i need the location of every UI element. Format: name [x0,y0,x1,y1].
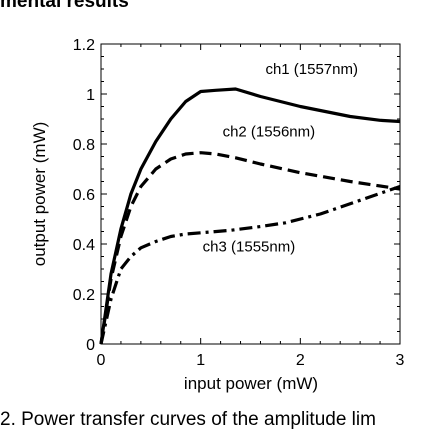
plot-frame [100,43,401,345]
series-label-ch1: ch1 (1557nm) [265,61,358,78]
series-line-ch2 [99,151,401,345]
axis-tick-labels: 0 1 2 3 0 0.2 0.4 0.6 0.8 1 1.2 [73,37,405,369]
y-tick-label: 1.2 [73,37,95,54]
section-heading: mental results [0,0,129,12]
series-lines [99,87,401,345]
x-tick-label: 0 [97,352,106,369]
y-tick-label: 1 [86,87,95,104]
series-label-ch2: ch2 (1556nm) [223,124,316,141]
y-tick-label: 0.4 [73,237,95,254]
series-annotations: ch1 (1557nm) ch2 (1556nm) ch3 (1555nm) [203,61,358,256]
x-tick-label: 3 [396,352,405,369]
y-tick-label: 0.6 [73,187,95,204]
x-tick-label: 2 [296,352,305,369]
x-tick-label: 1 [196,352,205,369]
y-tick-label: 0.8 [73,137,95,154]
y-tick-label: 0.2 [73,287,95,304]
y-tick-label: 0 [86,337,95,354]
x-axis-label: input power (mW) [184,374,318,393]
y-axis-label: output power (mW) [30,122,49,267]
series-label-ch3: ch3 (1555nm) [203,239,296,256]
axis-ticks [100,43,401,345]
figure-caption: 2. Power transfer curves of the amplitud… [0,409,376,430]
series-line-ch3 [99,184,401,345]
